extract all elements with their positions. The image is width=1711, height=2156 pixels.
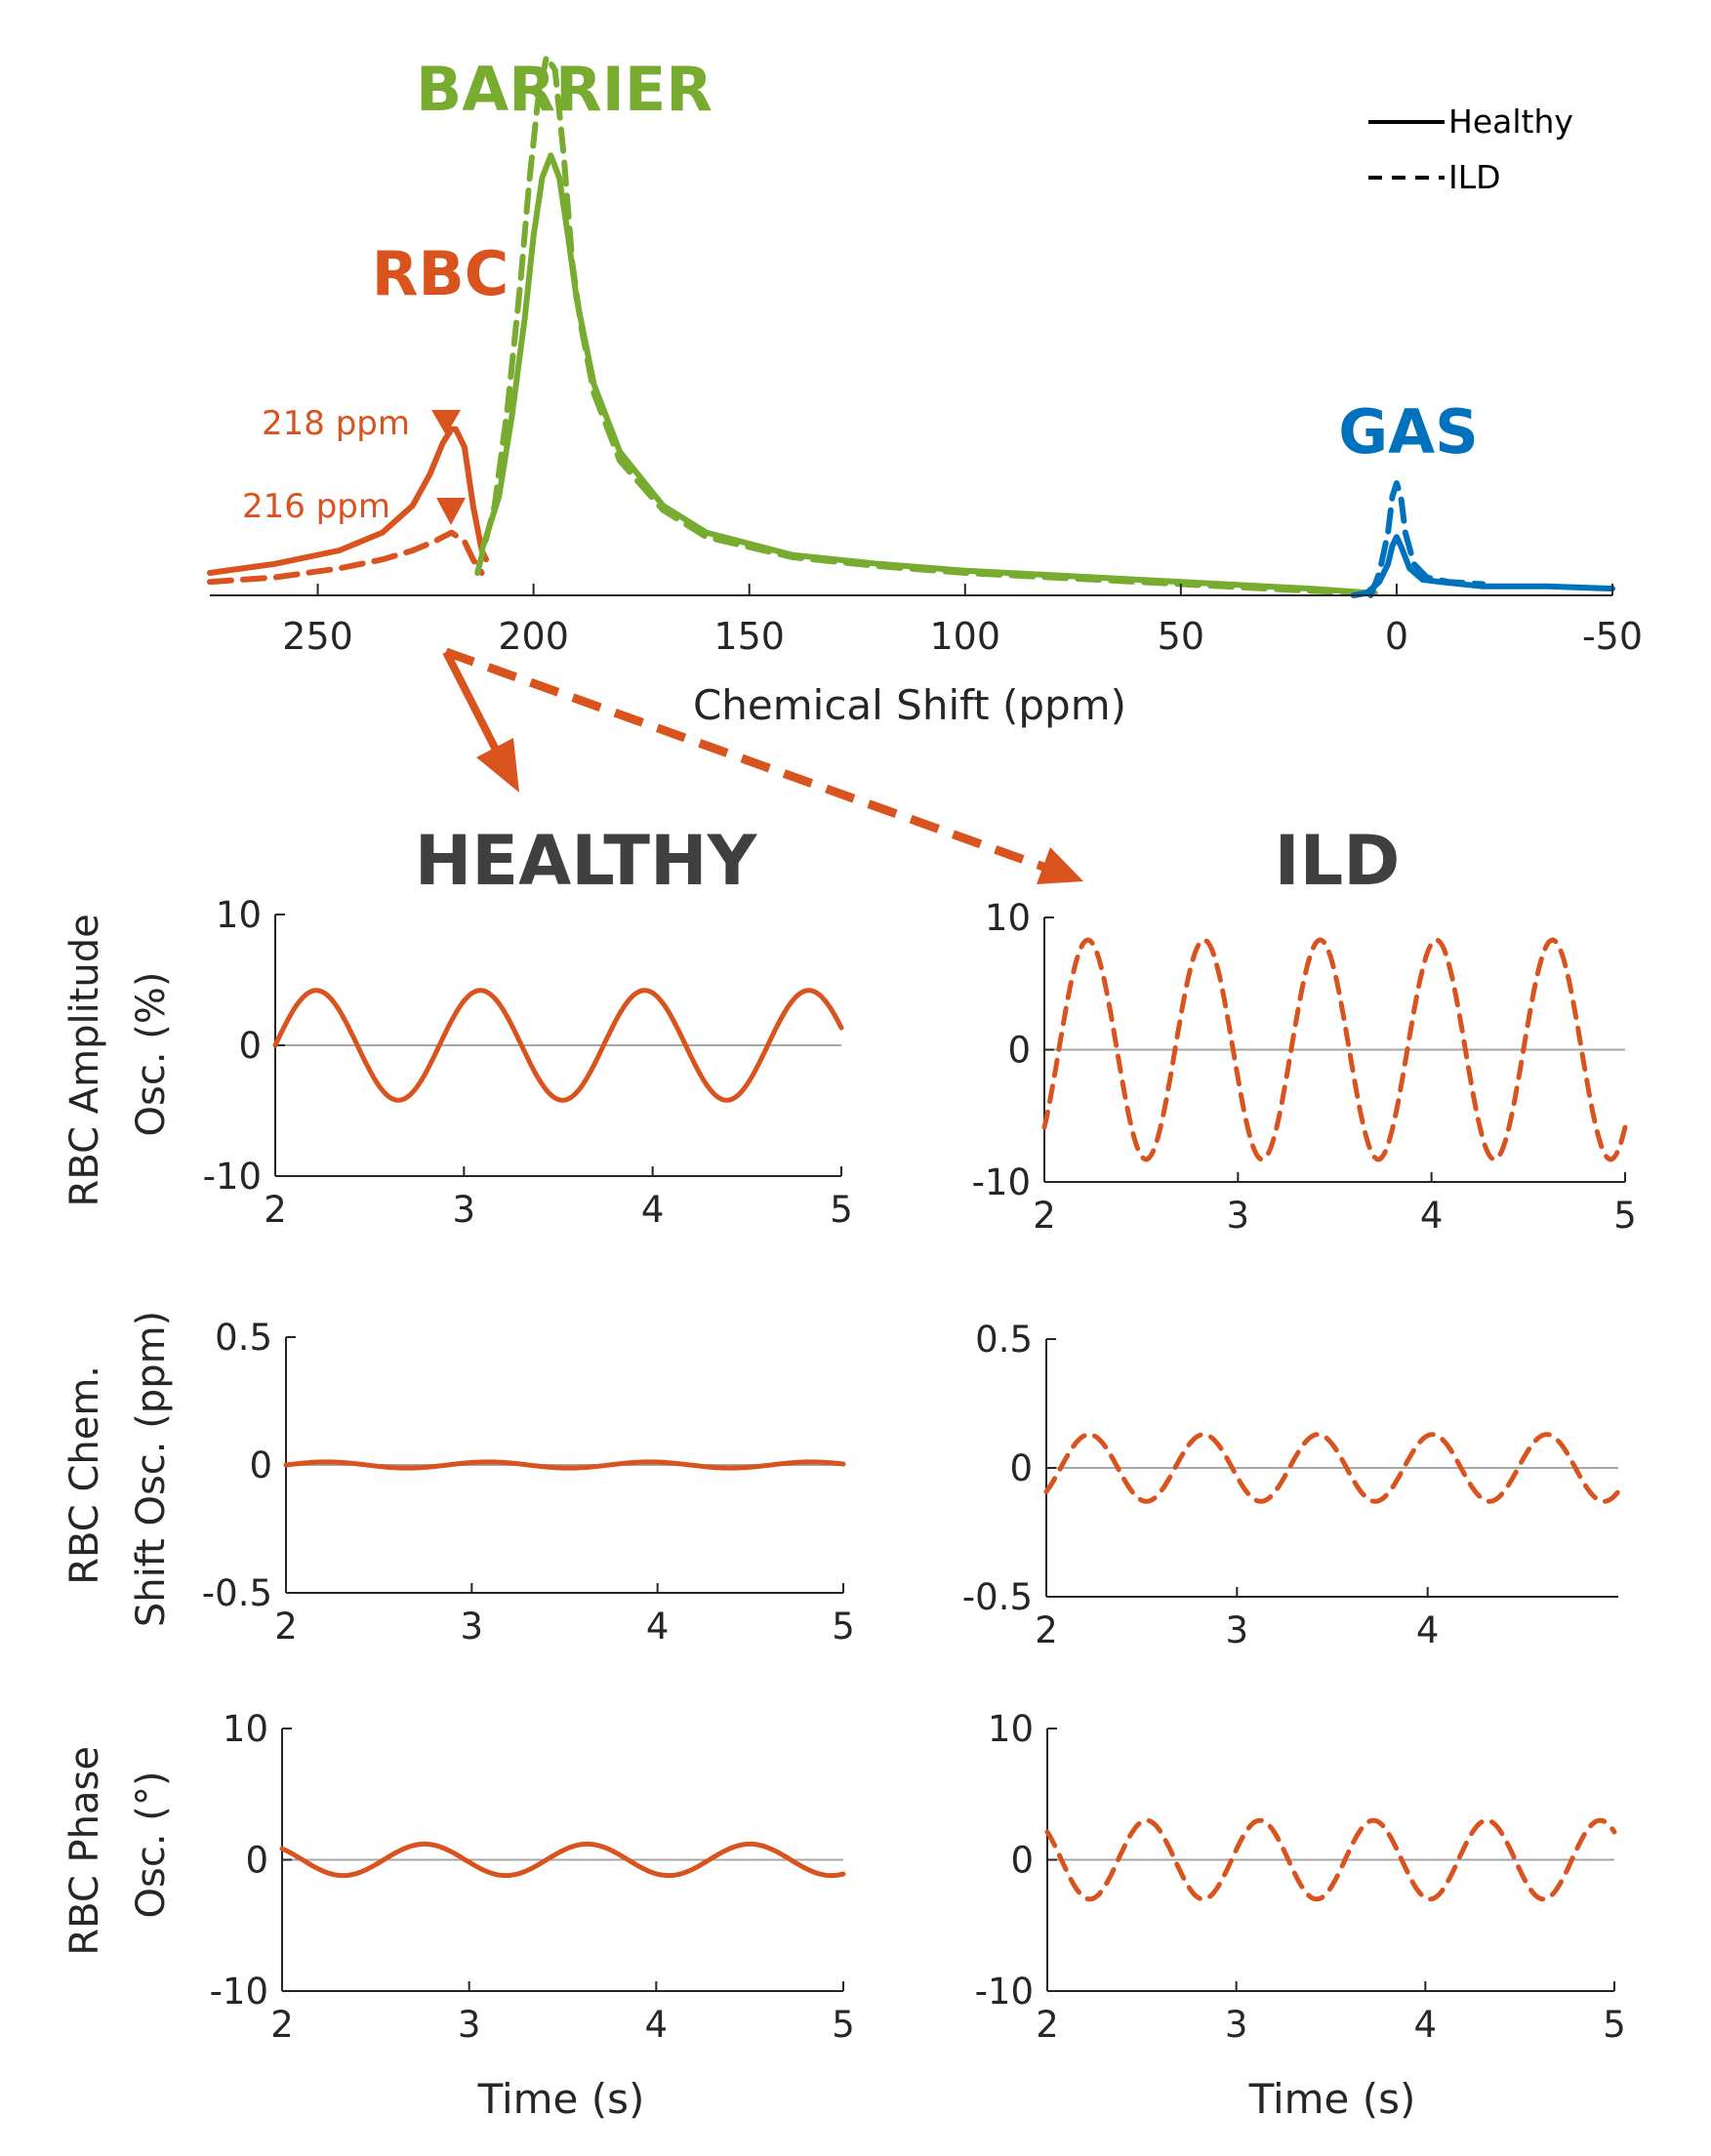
spectrum-x-axis-label: Chemical Shift (ppm)	[693, 681, 1126, 729]
y-tick-label: -10	[203, 1156, 262, 1198]
row-label-chemshift-line2: Shift Osc. (ppm)	[129, 1311, 174, 1627]
y-tick-label: -10	[210, 1971, 268, 2013]
row-label-chemshift: RBC Chem. Shift Osc. (ppm)	[62, 1311, 174, 1627]
annotation-216-ppm: 216 ppm	[242, 487, 390, 526]
y-tick-label: 10	[988, 1708, 1034, 1750]
x-tick-label: 5	[830, 1189, 853, 1231]
row-label-chemshift-line1: RBC Chem.	[62, 1365, 107, 1585]
row-label-phase-line1: RBC Phase	[62, 1746, 107, 1956]
legend: Healthy ILD	[1368, 102, 1573, 196]
x-tick-label: 4	[1416, 1609, 1440, 1651]
panel-ild-chemshift: 0.5 0 -0.52 3 4	[962, 1319, 1621, 1651]
x-tick-label: 5	[1603, 2004, 1626, 2046]
series-ild-ild-chemshift	[1043, 1432, 1621, 1504]
series-healthy-healthy-chemshift	[283, 1459, 846, 1471]
spectrum-tick-label: 150	[713, 615, 785, 658]
series-ild-ild-amplitude	[1041, 937, 1628, 1162]
annotation-218-ppm: 218 ppm	[262, 404, 410, 443]
y-tick-label: 0	[238, 1025, 262, 1067]
y-tick-label: 0	[1007, 1030, 1031, 1072]
x-tick-label: 2	[264, 1189, 287, 1231]
spectrum-curves	[207, 54, 1615, 598]
x-tick-label: 5	[1613, 1195, 1637, 1237]
spectrum-series-barrier-ild	[474, 54, 1378, 596]
x-tick-label: 2	[1033, 1195, 1056, 1237]
marker-218-ppm-icon	[431, 410, 461, 435]
panel-ild-phase: 10 0 -102 3 4 5	[975, 1708, 1626, 2046]
y-tick-label: -10	[972, 1161, 1031, 1203]
marker-216-ppm-icon	[436, 498, 466, 525]
column-title-ild: ILD	[1275, 821, 1401, 901]
column-title-healthy: HEALTHY	[415, 821, 758, 901]
spectrum-series-gas-ild	[1367, 480, 1487, 598]
x-tick-label: 2	[270, 2004, 294, 2046]
panel-healthy-amplitude: 10 0 -102 3 4 5	[203, 894, 853, 1231]
legend-label-healthy: Healthy	[1448, 102, 1573, 141]
arrow-to-ild	[444, 647, 1056, 875]
y-tick-label: 10	[223, 1708, 268, 1750]
series-ild-ild-phase	[1044, 1817, 1617, 1902]
y-tick-label: -0.5	[962, 1576, 1033, 1618]
y-tick-label: 0	[1010, 1840, 1034, 1882]
x-tick-label: 5	[832, 2004, 855, 2046]
x-tick-label: 2	[1035, 1609, 1058, 1651]
x-tick-label: 5	[832, 1606, 855, 1648]
spectrum-tick-label: 100	[930, 615, 1001, 658]
gas-label: GAS	[1338, 396, 1479, 468]
x-tick-label: 2	[1036, 2004, 1059, 2046]
x-tick-label: 4	[641, 1189, 665, 1231]
spectrum-tick-label: 0	[1385, 615, 1408, 658]
series-healthy-healthy-phase	[279, 1841, 846, 1879]
y-tick-label: 0	[1009, 1447, 1033, 1489]
spectrum-tick-label: -50	[1582, 615, 1643, 658]
panel-healthy-phase: 10 0 -102 3 4 5	[210, 1708, 855, 2046]
y-tick-label: 0.5	[215, 1317, 272, 1359]
x-tick-label: 4	[645, 2004, 669, 2046]
y-tick-label: 0	[249, 1444, 272, 1486]
series-healthy-healthy-amplitude	[272, 988, 844, 1103]
row-label-phase: RBC Phase Osc. (°)	[62, 1733, 174, 1955]
y-tick-label: 0.5	[975, 1319, 1033, 1361]
y-tick-label: 0	[245, 1840, 268, 1882]
y-tick-label: 10	[216, 894, 262, 936]
barrier-label: BARRIER	[416, 54, 713, 125]
x-tick-label: 3	[453, 1189, 476, 1231]
legend-label-ild: ILD	[1448, 158, 1501, 196]
spectrum-tick-label: 250	[282, 615, 353, 658]
time-label-healthy: Time (s)	[477, 2075, 645, 2123]
y-tick-label: -0.5	[202, 1572, 272, 1614]
x-tick-label: 4	[1414, 2004, 1438, 2046]
y-tick-label: -10	[975, 1971, 1034, 2013]
arrow-to-healthy-head-icon	[476, 738, 519, 793]
spectrum-tick-label: 200	[498, 615, 569, 658]
y-tick-label: 10	[985, 897, 1031, 939]
x-tick-label: 4	[646, 1606, 670, 1648]
arrows	[442, 647, 1083, 884]
row-label-amplitude-line1: RBC Amplitude	[62, 914, 107, 1206]
spectrum-series-rbc-ild	[207, 529, 485, 586]
x-tick-label: 3	[461, 1606, 484, 1648]
spectrum-chart: 250 200 150 100 50 0 -50 BARRIER RBC GAS 218 p…	[207, 54, 1643, 729]
x-tick-label: 2	[274, 1606, 298, 1648]
spectrum-tick-label: 50	[1158, 615, 1204, 658]
spectrum-series-barrier-healthy	[478, 152, 1378, 596]
spectrum-series-rbc-healthy	[207, 426, 489, 576]
x-tick-label: 3	[1227, 1195, 1250, 1237]
panel-ild-amplitude: 10 0 -102 3 4 5	[972, 897, 1637, 1237]
spectrum-x-ticks: 250 200 150 100 50 0 -50	[282, 584, 1643, 658]
x-tick-label: 3	[1226, 1609, 1249, 1651]
panel-healthy-chemshift: 0.5 0 -0.52 3 4 5	[202, 1317, 855, 1648]
x-tick-label: 3	[1225, 2004, 1248, 2046]
x-tick-label: 4	[1420, 1195, 1444, 1237]
row-label-amplitude: RBC Amplitude Osc. (%)	[62, 902, 174, 1207]
row-label-amplitude-line2: Osc. (%)	[129, 972, 174, 1137]
x-tick-label: 3	[458, 2004, 481, 2046]
arrow-to-ild-head-icon	[1037, 847, 1083, 884]
rbc-label: RBC	[372, 238, 509, 309]
row-label-phase-line2: Osc. (°)	[129, 1771, 174, 1919]
arrow-to-healthy	[442, 650, 502, 755]
time-label-ild: Time (s)	[1248, 2075, 1416, 2123]
